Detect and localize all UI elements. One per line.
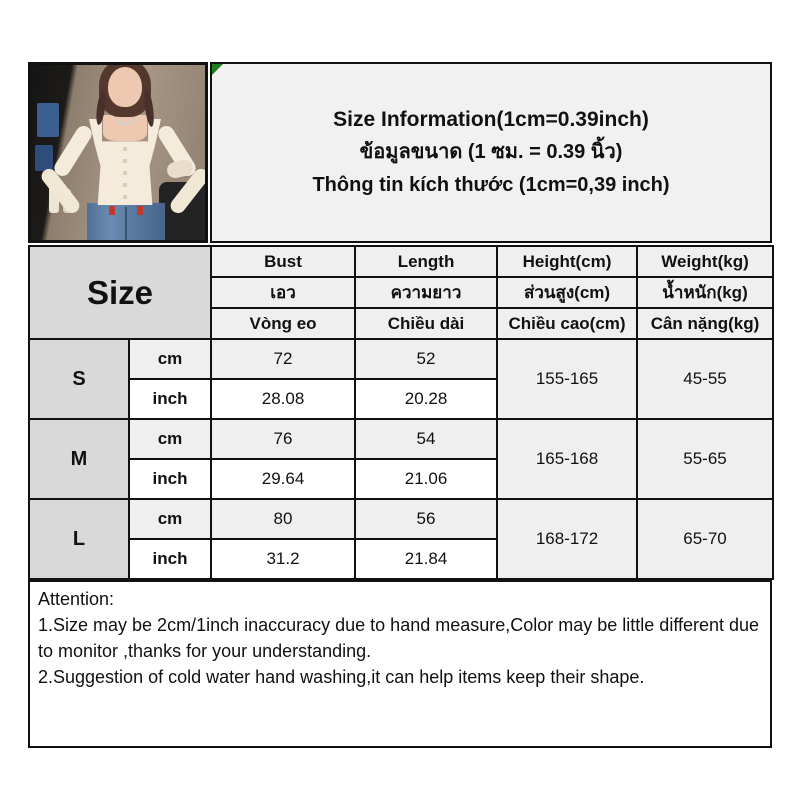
l-weight-range: 65-70 bbox=[636, 498, 775, 580]
unit-inch: inch bbox=[127, 378, 213, 420]
l-height-range: 168-172 bbox=[496, 498, 639, 580]
product-photo bbox=[28, 62, 208, 243]
col-header-weight-en: Weight(kg) bbox=[636, 245, 775, 278]
attention-note-2: 2.Suggestion of cold water hand washing,… bbox=[38, 667, 645, 687]
col-header-bust-vi: Vòng eo bbox=[210, 307, 357, 340]
col-header-bust-th: เอว bbox=[210, 276, 357, 309]
table-row-l-cm: L cm 80 56 168-172 65-70 bbox=[28, 498, 775, 580]
col-header-length-vi: Chiều dài bbox=[354, 307, 499, 340]
green-corner-marker bbox=[212, 64, 223, 75]
shelf-item bbox=[35, 145, 53, 171]
col-header-height-vi: Chiều cao(cm) bbox=[496, 307, 639, 340]
m-length-cm: 54 bbox=[354, 418, 499, 460]
header-row-vi: Vòng eo Chiều dài Chiều cao(cm) Cân nặng… bbox=[29, 307, 775, 340]
m-bust-cm: 76 bbox=[210, 418, 357, 460]
shelf-item bbox=[37, 103, 59, 137]
m-length-inch: 21.06 bbox=[354, 458, 499, 500]
size-letter-m: M bbox=[28, 418, 130, 500]
size-table: Size Bust Length Height(cm) Weight(kg) เ… bbox=[27, 245, 775, 580]
top-button-placket bbox=[123, 147, 127, 203]
s-bust-cm: 72 bbox=[210, 338, 357, 380]
unit-cm: cm bbox=[127, 418, 213, 460]
l-length-cm: 56 bbox=[354, 498, 499, 540]
s-weight-range: 45-55 bbox=[636, 338, 775, 420]
title-english: Size Information(1cm=0.39inch) bbox=[333, 108, 649, 131]
table-row-l-inch: inch 31.2 21.84 bbox=[29, 538, 773, 580]
m-height-range: 165-168 bbox=[496, 418, 639, 500]
m-weight-range: 55-65 bbox=[636, 418, 775, 500]
model-face bbox=[108, 67, 142, 107]
unit-inch: inch bbox=[127, 538, 213, 580]
col-header-bust-en: Bust bbox=[210, 245, 357, 278]
bottle-shape bbox=[49, 183, 59, 213]
col-header-length-en: Length bbox=[354, 245, 499, 278]
s-height-range: 155-165 bbox=[496, 338, 639, 420]
unit-cm: cm bbox=[127, 498, 213, 540]
size-letter-s: S bbox=[28, 338, 130, 420]
col-header-weight-vi: Cân nặng(kg) bbox=[636, 307, 775, 340]
s-length-cm: 52 bbox=[354, 338, 499, 380]
col-header-height-th: ส่วนสูง(cm) bbox=[496, 276, 639, 309]
attention-box: Attention: 1.Size may be 2cm/1inch inacc… bbox=[28, 580, 772, 748]
jeans-red-tab bbox=[137, 206, 143, 215]
m-bust-inch: 29.64 bbox=[210, 458, 357, 500]
l-bust-cm: 80 bbox=[210, 498, 357, 540]
s-bust-inch: 28.08 bbox=[210, 378, 357, 420]
size-letter-l: L bbox=[28, 498, 130, 580]
table-row-s-inch: inch 28.08 20.28 bbox=[29, 378, 773, 420]
top-row: Size Information(1cm=0.39inch) ข้อมูลขนา… bbox=[28, 62, 772, 243]
header-row-th: เอว ความยาว ส่วนสูง(cm) น้ำหนัก(kg) bbox=[29, 276, 775, 309]
col-header-weight-th: น้ำหนัก(kg) bbox=[636, 276, 775, 309]
jeans-red-tab bbox=[109, 206, 115, 215]
size-info-sheet: Size Information(1cm=0.39inch) ข้อมูลขนา… bbox=[27, 62, 775, 748]
header-row-en: Size Bust Length Height(cm) Weight(kg) bbox=[27, 245, 775, 340]
col-header-height-en: Height(cm) bbox=[496, 245, 639, 278]
title-thai: ข้อมูลขนาด (1 ซม. = 0.39 นิ้ว) bbox=[359, 141, 623, 163]
jeans-fly bbox=[125, 207, 127, 240]
col-header-length-th: ความยาว bbox=[354, 276, 499, 309]
l-length-inch: 21.84 bbox=[354, 538, 499, 580]
size-header-cell: Size bbox=[27, 245, 213, 340]
unit-cm: cm bbox=[127, 338, 213, 380]
s-length-inch: 20.28 bbox=[354, 378, 499, 420]
l-bust-inch: 31.2 bbox=[210, 538, 357, 580]
title-vietnamese: Thông tin kích thước (1cm=0,39 inch) bbox=[312, 174, 670, 196]
title-box: Size Information(1cm=0.39inch) ข้อมูลขนา… bbox=[210, 62, 772, 243]
unit-inch: inch bbox=[127, 458, 213, 500]
table-row-m-inch: inch 29.64 21.06 bbox=[29, 458, 773, 500]
attention-heading: Attention: bbox=[38, 589, 115, 609]
table-row-m-cm: M cm 76 54 165-168 55-65 bbox=[28, 418, 775, 500]
table-row-s-cm: S cm 72 52 155-165 45-55 bbox=[28, 338, 775, 420]
attention-note-1: 1.Size may be 2cm/1inch inaccuracy due t… bbox=[38, 615, 760, 661]
